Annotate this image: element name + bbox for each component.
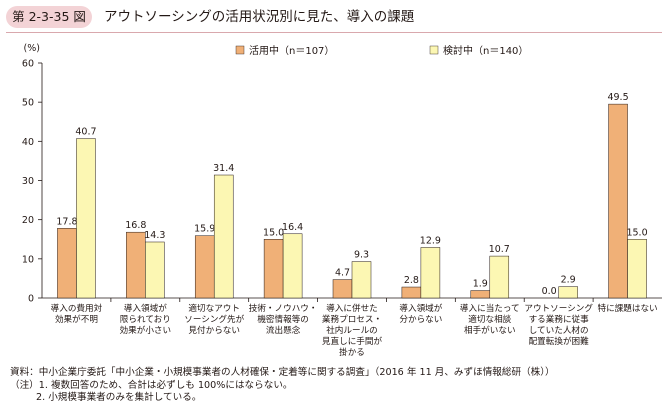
bar [213,174,234,299]
data-label: 4.7 [335,268,350,279]
y-tick-label: 30 [22,176,34,187]
bar [351,261,372,299]
data-label: 2.9 [561,275,576,286]
data-label: 14.3 [144,230,165,241]
data-label: 12.9 [420,235,441,246]
category-label: 効果が不明 [55,313,98,325]
category-label: 導入に当たって [460,302,520,314]
data-label: 15.9 [194,224,215,235]
bar [76,138,96,299]
bar [145,241,165,299]
title-rule [6,32,662,33]
data-label: 1.9 [473,279,488,290]
category-label: 掛かる [339,346,365,358]
category-label: 特に課題はない [597,302,657,314]
category-label: 見付からない [188,325,240,336]
category-label: アウトソーシング [524,302,593,314]
category-label: 導入領域が [124,302,167,314]
data-label: 15.0 [626,227,647,238]
category-label: 流出懸念 [266,324,301,336]
legend-entry: 活用中（n＝107） [249,44,334,57]
bar [57,228,77,299]
y-tick-label: 0 [28,294,34,305]
legend-swatch [235,45,245,55]
data-label: 16.4 [282,222,303,233]
y-unit-label: (%) [24,43,40,54]
bar [558,286,578,299]
category-label: ソーシング先が [184,313,244,325]
data-label: 17.8 [56,216,77,227]
category-label: 見直しに手間が [322,335,383,347]
category-label: していた人材の [529,324,589,336]
data-label: 10.7 [489,244,510,255]
bar [420,247,441,299]
bar [470,290,491,299]
category-label: 相手がいない [464,324,516,336]
figure-number-badge: 第 2-3-35 図 [6,6,92,28]
note-1: （注）1. 複数回答のため、合計は必ずしも 100%にはならない。 [10,379,293,391]
bar [401,286,422,299]
bar [627,239,647,299]
data-label: 31.4 [213,163,234,174]
bar-chart: 0 10 20 30 40 50 60 (%) 活用中（n＝107） 検討中（n＝140） 17.8… [22,43,662,358]
category-label: 配置転換が困難 [529,335,590,347]
data-label: 0.0 [542,286,557,297]
category-label: 社内ルールの [326,324,378,336]
bar [126,231,146,299]
data-label: 16.8 [125,220,146,231]
y-tick-label: 40 [22,137,34,148]
legend-entry: 検討中（n＝140） [443,44,528,57]
bar [194,235,215,299]
y-tick-label: 10 [22,254,34,265]
figure-title: アウトソーシングの活用状況別に見た、導入の課題 [104,9,415,25]
category-label: する業務に従事 [529,313,590,325]
data-label: 2.8 [404,275,419,286]
y-tick-label: 20 [22,215,34,226]
y-tick-label: 60 [22,59,34,70]
bar [263,239,284,299]
data-label: 9.3 [354,250,369,261]
y-tick-label: 50 [22,98,34,109]
category-label: 導入に併せた [326,302,378,314]
data-label: 49.5 [607,92,628,103]
category-label: 導入の費用対 [51,302,103,314]
bar [489,255,510,299]
category-label: 技術・ノウハウ・ [249,302,318,314]
data-label: 15.0 [263,227,284,238]
legend-swatch [429,45,439,55]
category-label: 適切なアウト [188,302,240,314]
category-label: 導入領域が [399,302,442,314]
category-label: 業務プロセス・ [322,313,382,325]
category-label: 分からない [399,314,442,325]
data-label: 40.7 [75,127,96,138]
bar [332,279,353,299]
category-label: 限られており [120,314,171,325]
bar [608,103,628,299]
notes-block: 資料：中小企業庁委託「中小企業・小規模事業者の人材確保・定着等に関する調査」（2… [10,367,555,405]
category-label: 適切な相談 [468,313,511,325]
note-2: 2. 小規模事業者のみを集計している。 [36,392,202,403]
category-label: 機密情報等の [257,313,309,325]
category-label: 効果が小さい [120,324,172,336]
source-note: 資料：中小企業庁委託「中小企業・小規模事業者の人材確保・定着等に関する調査」（2… [10,367,555,378]
bar [282,233,303,299]
